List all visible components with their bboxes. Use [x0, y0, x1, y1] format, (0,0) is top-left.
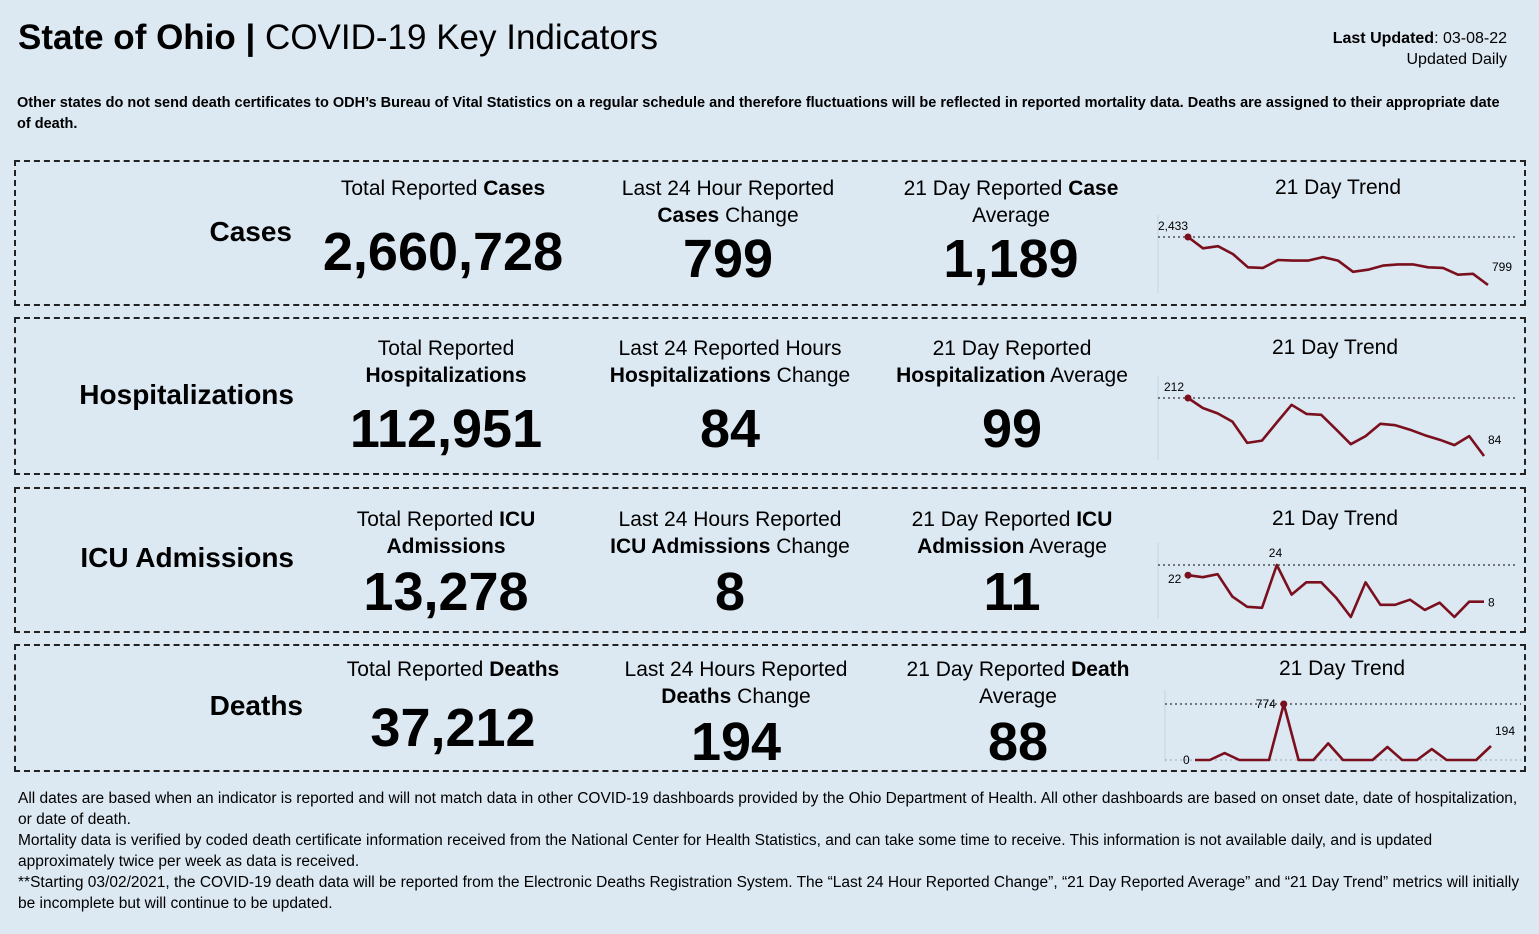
icu-average-value: 11 [983, 562, 1041, 622]
deaths-row-label: Deaths [209, 690, 303, 721]
cases-panel [14, 160, 1526, 306]
deaths-trend-chart: 0 774 194 [1164, 690, 1521, 767]
trend-marker [1184, 394, 1192, 402]
icu-total-value: 13,278 [363, 562, 529, 622]
title-separator: | [245, 18, 256, 57]
title-subject: COVID-19 Key Indicators [265, 18, 658, 57]
hospitalizations-average: 21 Day Reported Hospitalization Average 9… [872, 335, 1152, 459]
trend-marker [1280, 700, 1288, 708]
hospitalizations-change: Last 24 Reported Hours Hospitalizations C… [590, 335, 870, 459]
hospitalizations-trend-chart: 212 84 [1157, 376, 1518, 460]
icu-trend-title: 21 Day Trend [1271, 507, 1399, 530]
trend-start-label: 212 [1164, 380, 1184, 394]
deaths-trend-title: 21 Day Trend [1278, 657, 1406, 680]
deaths-average: 21 Day Reported Death Average 88 [878, 656, 1158, 772]
hospitalizations-total-value: 112,951 [349, 399, 543, 459]
footnote-dates: All dates are based when an indicator is… [18, 790, 1518, 828]
trend-end-label: 799 [1492, 260, 1512, 274]
cases-change: Last 24 Hour Reported Cases Change 799 [598, 175, 858, 289]
hospitalizations-trend-title: 21 Day Trend [1271, 336, 1399, 359]
hospitalizations-average-value: 99 [981, 399, 1043, 459]
trend-peak-label: 774 [1256, 697, 1276, 711]
cases-trend-chart: 2,433 799 [1157, 215, 1518, 293]
deaths-change-value: 194 [690, 712, 782, 772]
cases-total-value: 2,660,728 [322, 222, 564, 282]
page-title: State of Ohio | COVID-19 Key Indicators [18, 18, 658, 58]
hospitalizations-panel [14, 317, 1526, 475]
deaths-change: Last 24 Hours Reported Deaths Change 194 [596, 656, 876, 772]
trend-start-label: 0 [1183, 753, 1190, 767]
update-frequency: Updated Daily [1406, 51, 1508, 68]
cases-average: 21 Day Reported Case Average 1,189 [876, 175, 1146, 289]
cases-total: Total Reported Cases 2,660,728 [313, 175, 573, 282]
last-updated: Last Updated: 03-08-22 Updated Daily [1333, 28, 1507, 70]
footnote-edrs: **Starting 03/02/2021, the COVID-19 deat… [18, 874, 1520, 912]
trend-end-label: 8 [1488, 596, 1495, 610]
hospitalizations-change-value: 84 [699, 399, 761, 459]
deaths-total-value: 37,212 [370, 698, 536, 758]
deaths-total: Total Reported Deaths 37,212 [323, 656, 583, 758]
trend-start-label: 22 [1168, 572, 1182, 586]
icu-panel [14, 487, 1526, 633]
hospitalizations-row-label: Hospitalizations [79, 379, 294, 410]
title-state: State of Ohio [18, 18, 236, 57]
icu-trend-chart: 22 24 8 [1157, 543, 1518, 619]
icu-change: Last 24 Hours Reported ICU Admissions Cha… [590, 506, 870, 622]
trend-line [1187, 235, 1489, 287]
mortality-note: Other states do not send death certifica… [17, 95, 1500, 132]
trend-start-label: 2,433 [1158, 219, 1188, 233]
trend-line [1187, 396, 1486, 457]
footnotes: All dates are based when an indicator is… [18, 788, 1523, 914]
deaths-panel [14, 644, 1526, 772]
last-updated-value: : 03-08-22 [1434, 30, 1507, 47]
trend-marker [1184, 571, 1192, 579]
cases-row-label: Cases [209, 216, 292, 247]
deaths-average-value: 88 [987, 712, 1049, 772]
trend-peak-label: 24 [1269, 546, 1283, 560]
trend-line [1187, 563, 1484, 619]
icu-change-value: 8 [714, 562, 746, 622]
cases-change-value: 799 [682, 229, 774, 289]
hospitalizations-total: Total Reported Hospitalizations 112,951 [316, 335, 576, 459]
cases-average-value: 1,189 [943, 229, 1079, 289]
icu-average: 21 Day Reported ICU Admission Average 11 [872, 506, 1152, 622]
icu-total: Total Reported ICU Admissions 13,278 [316, 506, 576, 622]
trend-end-label: 84 [1488, 433, 1502, 447]
icu-row-label: ICU Admissions [80, 542, 294, 573]
last-updated-label: Last Updated [1332, 30, 1435, 47]
trend-marker [1184, 233, 1192, 241]
footnote-mortality: Mortality data is verified by coded deat… [18, 832, 1433, 870]
trend-end-label: 194 [1495, 724, 1515, 738]
cases-trend-title: 21 Day Trend [1274, 176, 1402, 199]
trend-line [1195, 702, 1492, 762]
